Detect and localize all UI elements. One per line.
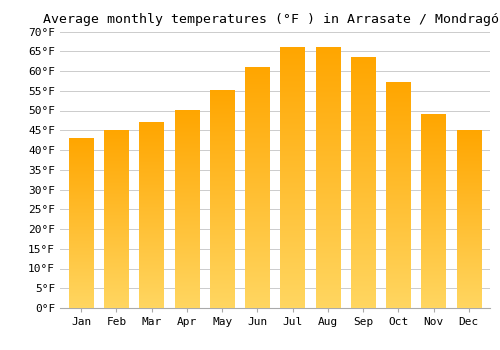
Bar <box>456 130 481 308</box>
Bar <box>69 138 94 308</box>
Bar <box>422 114 446 308</box>
Bar <box>316 47 340 308</box>
Bar <box>210 91 234 308</box>
Title: Average monthly temperatures (°F ) in Arrasate / Mondragón: Average monthly temperatures (°F ) in Ar… <box>43 13 500 26</box>
Bar <box>386 83 410 308</box>
Bar <box>245 67 270 308</box>
Bar <box>280 47 305 308</box>
Bar <box>351 57 376 308</box>
Bar <box>140 122 164 308</box>
Bar <box>104 130 128 308</box>
Bar <box>174 111 199 308</box>
